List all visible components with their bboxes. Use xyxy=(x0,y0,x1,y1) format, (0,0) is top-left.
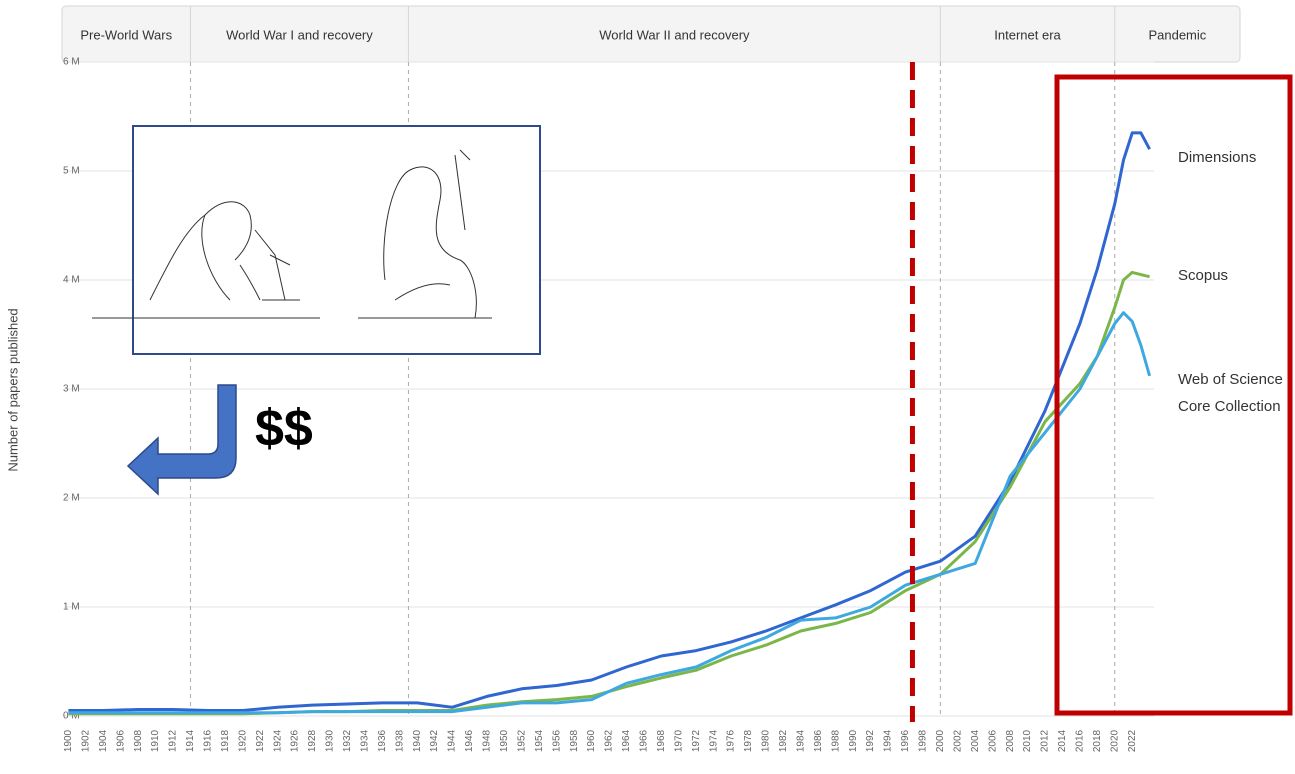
y-tick-label: 6 M xyxy=(63,57,80,68)
x-tick-label: 1966 xyxy=(639,729,650,752)
x-tick-label: 1982 xyxy=(778,729,789,752)
x-tick-label: 1904 xyxy=(98,729,109,752)
era-bar: Pre-World Wars World War I and recovery Wo… xyxy=(62,6,1240,62)
x-tick-label: 1918 xyxy=(220,729,231,752)
x-tick-label: 1990 xyxy=(848,729,859,752)
x-tick-label: 2012 xyxy=(1040,729,1051,752)
era-label: Internet era xyxy=(994,27,1061,42)
x-tick-label: 2004 xyxy=(970,729,981,752)
x-tick-label: 1964 xyxy=(621,729,632,752)
x-tick-label: 1948 xyxy=(482,729,493,752)
y-tick-label: 1 M xyxy=(63,602,80,613)
y-tick-label: 2 M xyxy=(63,493,80,504)
x-tick-label: 2010 xyxy=(1022,729,1033,752)
era-label: World War I and recovery xyxy=(226,27,373,42)
x-tick-label: 1984 xyxy=(795,729,806,752)
x-tick-label: 1956 xyxy=(551,729,562,752)
page: {"chart_data": {"type": "line", "y_label… xyxy=(0,0,1295,774)
x-tick-label: 1922 xyxy=(255,729,266,752)
arrow xyxy=(128,385,236,494)
x-tick-label: 1986 xyxy=(813,729,824,752)
x-tick-label: 2006 xyxy=(987,729,998,752)
era-label: Pandemic xyxy=(1148,27,1206,42)
era-label: World War II and recovery xyxy=(599,27,750,42)
x-tick-label: 2002 xyxy=(952,729,963,752)
illustration-frame xyxy=(133,126,540,354)
chart: Pre-World Wars World War I and recovery Wo… xyxy=(0,0,1295,774)
x-tick-label: 1902 xyxy=(80,729,91,752)
x-tick-label: 1926 xyxy=(290,729,301,752)
x-tick-label: 2022 xyxy=(1127,729,1138,752)
x-tick-label: 1916 xyxy=(203,729,214,752)
x-tick-label: 1970 xyxy=(673,729,684,752)
x-tick-label: 1968 xyxy=(656,729,667,752)
x-tick-label: 1914 xyxy=(185,729,196,752)
y-tick-label: 3 M xyxy=(63,384,80,395)
x-tick-label: 2000 xyxy=(935,729,946,752)
x-tick-label: 1912 xyxy=(168,729,179,752)
x-tick-label: 1978 xyxy=(743,729,754,752)
y-axis-title: Number of papers published xyxy=(5,308,20,471)
x-tick-label: 1936 xyxy=(377,729,388,752)
y-tick-label: 5 M xyxy=(63,166,80,177)
x-tick-label: 1972 xyxy=(691,729,702,752)
x-tick-label: 1958 xyxy=(569,729,580,752)
era-label: Pre-World Wars xyxy=(80,27,172,42)
x-tick-label: 1910 xyxy=(150,729,161,752)
x-tick-label: 1938 xyxy=(394,729,405,752)
money-annotation: $$ xyxy=(255,400,313,458)
x-tick-label: 1996 xyxy=(900,729,911,752)
x-tick-label: 1924 xyxy=(272,729,283,752)
x-tick-label: 1942 xyxy=(429,729,440,752)
series-label: Scopus xyxy=(1178,262,1295,289)
x-tick-label: 1960 xyxy=(586,729,597,752)
x-tick-label: 1932 xyxy=(342,729,353,752)
x-tick-label: 1906 xyxy=(115,729,126,752)
x-tick-label: 1944 xyxy=(447,729,458,752)
y-tick-label: 4 M xyxy=(63,275,80,286)
x-tick-label: 1962 xyxy=(604,729,615,752)
x-tick-label: 1946 xyxy=(464,729,475,752)
x-tick-label: 1934 xyxy=(359,729,370,752)
x-tick-label: 1952 xyxy=(516,729,527,752)
x-tick-label: 1994 xyxy=(883,729,894,752)
x-tick-label: 1980 xyxy=(761,729,772,752)
x-tick-label: 1954 xyxy=(534,729,545,752)
x-tick-label: 2016 xyxy=(1075,729,1086,752)
series-label: Dimensions xyxy=(1178,144,1295,171)
illustration xyxy=(92,126,540,354)
x-tick-label: 2008 xyxy=(1005,729,1016,752)
x-tick-label: 1940 xyxy=(412,729,423,752)
x-tick-label: 1998 xyxy=(918,729,929,752)
x-tick-label: 1974 xyxy=(708,729,719,752)
x-tick-label: 1976 xyxy=(726,729,737,752)
series-line xyxy=(68,313,1149,713)
x-tick-label: 1950 xyxy=(499,729,510,752)
x-tick-label: 2020 xyxy=(1109,729,1120,752)
x-tick-label: 1930 xyxy=(325,729,336,752)
x-tick-label: 1992 xyxy=(865,729,876,752)
series-label: Web of Science Core Collection xyxy=(1178,366,1295,420)
x-tick-label: 1928 xyxy=(307,729,318,752)
x-tick-label: 1900 xyxy=(63,729,74,752)
x-tick-label: 1988 xyxy=(830,729,841,752)
x-tick-label: 1908 xyxy=(133,729,144,752)
x-tick-label: 2018 xyxy=(1092,729,1103,752)
x-tick-label: 2014 xyxy=(1057,729,1068,752)
x-tick-label: 1920 xyxy=(237,729,248,752)
